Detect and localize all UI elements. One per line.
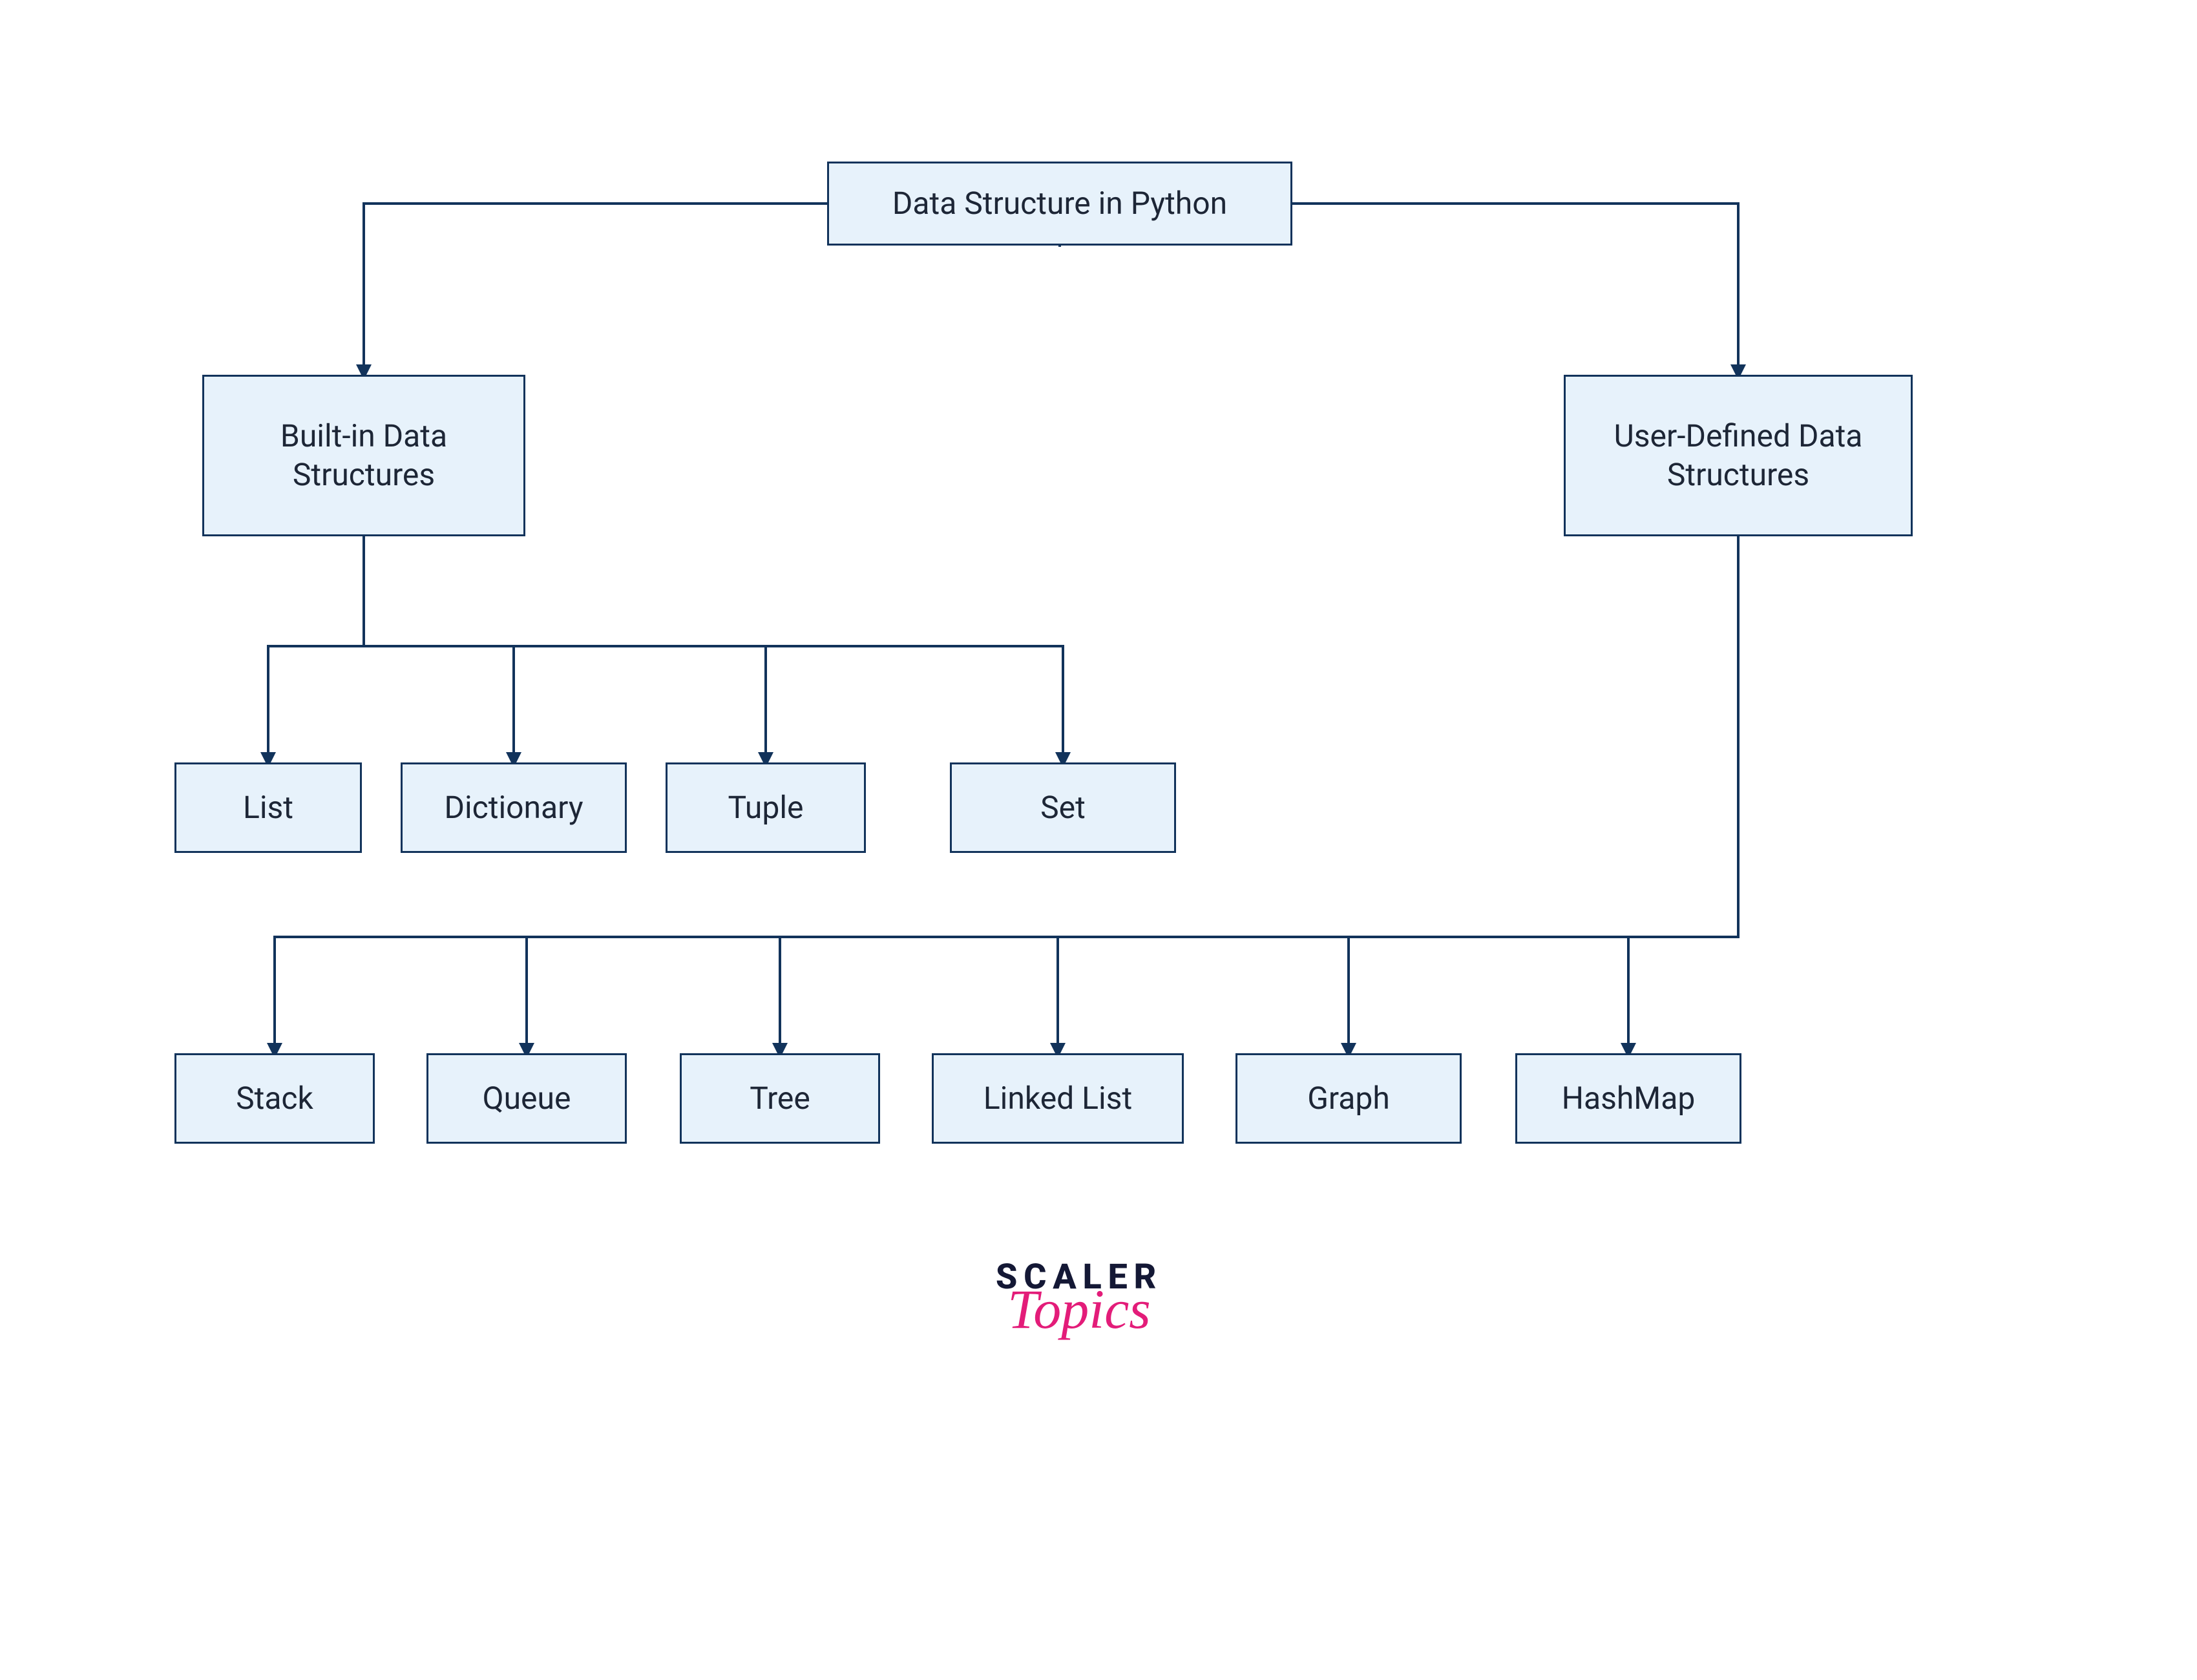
node-tuple: Tuple <box>666 762 866 853</box>
brand-logo-line2: Topics <box>956 1281 1202 1337</box>
node-label: Set <box>1040 788 1086 827</box>
node-label: Built-in Data Structures <box>280 417 447 494</box>
node-user: User-Defined Data Structures <box>1564 375 1913 536</box>
node-linked: Linked List <box>932 1053 1184 1144</box>
node-set: Set <box>950 762 1176 853</box>
node-label: Queue <box>483 1079 571 1118</box>
brand-logo: SCALERTopics <box>956 1260 1202 1337</box>
node-label: List <box>243 788 293 827</box>
node-label: Graph <box>1307 1079 1390 1118</box>
node-dict: Dictionary <box>401 762 627 853</box>
node-label: HashMap <box>1562 1079 1696 1118</box>
node-queue: Queue <box>426 1053 627 1144</box>
node-label: Data Structure in Python <box>892 184 1227 223</box>
node-label: Tree <box>750 1079 810 1118</box>
node-builtin: Built-in Data Structures <box>202 375 525 536</box>
diagram-canvas: Data Structure in Python Built-in Data St… <box>0 0 2197 1680</box>
node-tree: Tree <box>680 1053 880 1144</box>
node-graph: Graph <box>1235 1053 1462 1144</box>
node-list: List <box>174 762 362 853</box>
node-label: Linked List <box>983 1079 1132 1118</box>
node-root: Data Structure in Python <box>827 162 1292 246</box>
node-stack: Stack <box>174 1053 375 1144</box>
node-label: Tuple <box>728 788 804 827</box>
node-label: Stack <box>236 1079 313 1118</box>
node-label: User-Defined Data Structures <box>1614 417 1863 494</box>
node-hashmap: HashMap <box>1515 1053 1741 1144</box>
node-label: Dictionary <box>444 788 583 827</box>
